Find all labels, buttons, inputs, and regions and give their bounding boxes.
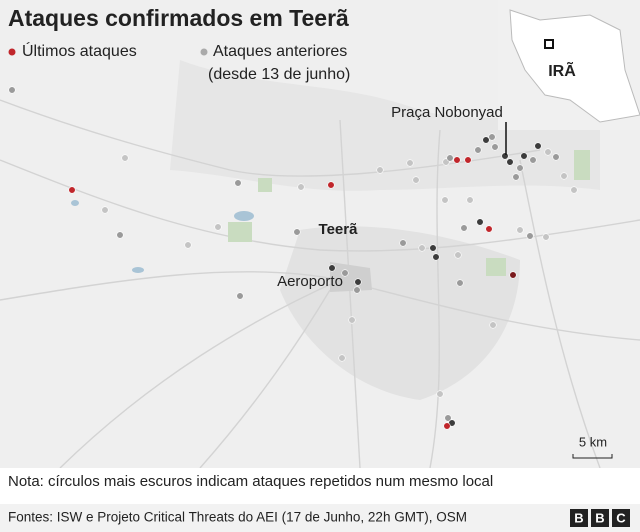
parks <box>228 150 590 276</box>
earlier-attack <box>456 279 464 287</box>
earlier-attack <box>376 166 384 174</box>
earlier-attack <box>482 136 490 144</box>
earlier-attack <box>560 172 568 180</box>
earlier-attack <box>454 251 462 259</box>
place-square: Praça Nobonyad <box>391 104 503 121</box>
earlier-attack <box>474 146 482 154</box>
earlier-attack <box>418 244 426 252</box>
inset-label: IRÃ <box>548 60 576 80</box>
earlier-attack <box>516 164 524 172</box>
recent-attack <box>327 181 335 189</box>
recent-attack <box>68 186 76 194</box>
recent-attack <box>443 422 451 430</box>
earlier-attack <box>101 206 109 214</box>
roads <box>0 99 640 469</box>
attack-points <box>8 86 578 430</box>
source: Fontes: ISW e Projeto Critical Threats d… <box>8 510 467 525</box>
recent-attack <box>485 225 493 233</box>
earlier-attack <box>236 292 244 300</box>
earlier-attack <box>399 239 407 247</box>
earlier-attack <box>116 231 124 239</box>
earlier-attack <box>570 186 578 194</box>
earlier-attack <box>348 316 356 324</box>
earlier-attack <box>338 354 346 362</box>
legend-recent: Últimos ataques <box>22 41 137 60</box>
earlier-attack <box>429 244 437 252</box>
earlier-attack <box>353 286 361 294</box>
earlier-attack <box>466 196 474 204</box>
place-airport: Aeroporto <box>277 273 343 290</box>
earlier-attack <box>488 133 496 141</box>
earlier-attack <box>506 158 514 166</box>
earlier-attack <box>534 142 542 150</box>
earlier-attack <box>542 233 550 241</box>
earlier-attack <box>406 159 414 167</box>
scale-bar <box>572 454 613 459</box>
earlier-attack <box>491 143 499 151</box>
logo-letter: C <box>616 510 626 525</box>
earlier-attack <box>354 278 362 286</box>
earlier-attack <box>234 179 242 187</box>
logo-letter: B <box>574 510 583 525</box>
tehran-marker <box>544 39 554 49</box>
recent-attack <box>464 156 472 164</box>
earlier-attack <box>184 241 192 249</box>
earlier-attack <box>552 153 560 161</box>
earlier-attack <box>520 152 528 160</box>
earlier-attack <box>328 264 336 272</box>
earlier-attack <box>297 183 305 191</box>
earlier-attack <box>121 154 129 162</box>
earlier-attack <box>476 218 484 226</box>
earlier-attack <box>460 224 468 232</box>
earlier-attack <box>441 196 449 204</box>
airport-area <box>330 262 372 292</box>
earlier-attack <box>544 148 552 156</box>
earlier-attack <box>412 176 420 184</box>
earlier-attack <box>512 173 520 181</box>
water <box>71 200 254 273</box>
inset: IRÃ <box>498 0 640 130</box>
bbc-logo: B B C <box>570 509 630 527</box>
place-city: Teerã <box>319 221 359 238</box>
scale-label: 5 km <box>579 434 607 449</box>
earlier-attack <box>341 269 349 277</box>
recent-attack <box>453 156 461 164</box>
logo-letter: B <box>595 510 604 525</box>
iran-shape <box>509 9 640 123</box>
earlier-attack <box>501 152 509 160</box>
legend-earlier-note: (desde 13 de junho) <box>208 66 350 83</box>
recent-attack <box>509 271 517 279</box>
earlier-attack <box>516 226 524 234</box>
legend-earlier-dot <box>200 48 208 56</box>
earlier-attack <box>489 321 497 329</box>
earlier-attack <box>444 414 452 422</box>
earlier-attack <box>526 232 534 240</box>
earlier-attack <box>214 223 222 231</box>
note: Nota: círculos mais escuros indicam ataq… <box>8 473 493 490</box>
earlier-attack <box>529 156 537 164</box>
earlier-attack <box>436 390 444 398</box>
note-bar <box>0 468 640 496</box>
earlier-attack <box>432 253 440 261</box>
earlier-attack <box>446 154 454 162</box>
legend-recent-dot <box>8 48 16 56</box>
legend-earlier: Ataques anteriores <box>213 43 347 60</box>
title: Ataques confirmados em Teerã <box>8 5 349 31</box>
earlier-attack <box>293 228 301 236</box>
earlier-attack <box>8 86 16 94</box>
footer <box>0 504 640 532</box>
